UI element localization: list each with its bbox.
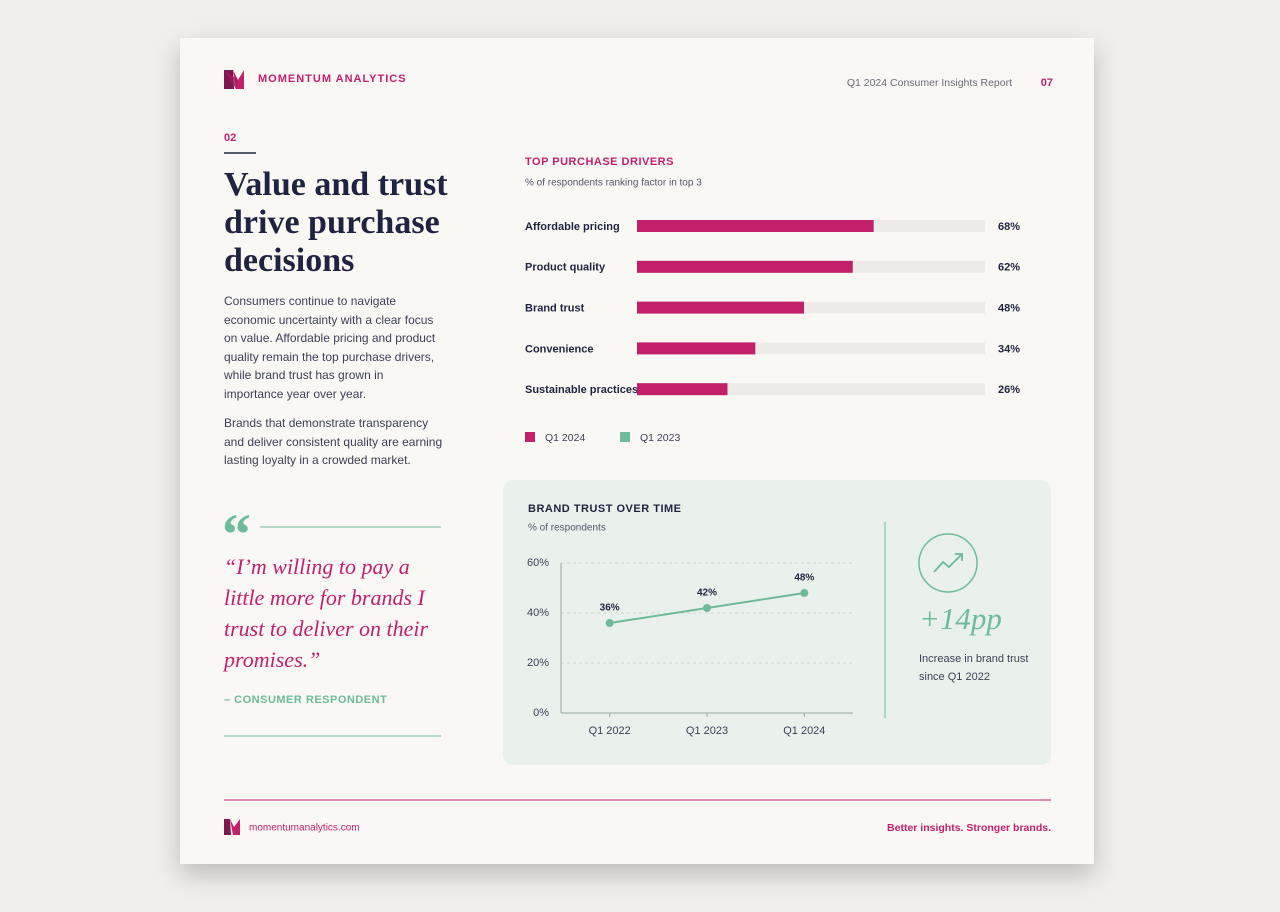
value-label: 26% — [998, 384, 1020, 396]
bar — [637, 301, 805, 314]
point — [703, 604, 711, 612]
paragraph: Brands that demonstrate transparency and… — [224, 416, 443, 467]
value-label: 36% — [600, 603, 620, 614]
value-label: 62% — [998, 262, 1020, 274]
bar — [637, 342, 756, 355]
quote-mark: “ — [222, 501, 251, 566]
category-label: Product quality — [525, 262, 606, 274]
trend-icon — [918, 533, 978, 593]
report-name: Q1 2024 Consumer Insights Report — [847, 77, 1012, 89]
y-tick-label: 20% — [527, 657, 549, 669]
section-number: 02 — [224, 132, 236, 144]
y-tick-label: 60% — [527, 557, 549, 569]
value-label: 68% — [998, 221, 1020, 233]
chart-panel — [503, 480, 1051, 765]
value-label: 34% — [998, 343, 1020, 355]
category-label: Brand trust — [525, 303, 585, 315]
attribution: – CONSUMER RESPONDENT — [224, 694, 388, 706]
value-label: 48% — [998, 303, 1020, 315]
callout-text: Increase in brand trust since Q1 2022 — [919, 653, 1029, 683]
value-label: 42% — [697, 588, 717, 599]
chart-title: BRAND TRUST OVER TIME — [528, 503, 682, 515]
brand: MOMENTUM ANALYTICS — [258, 73, 407, 85]
y-tick-label: 0% — [533, 707, 549, 719]
category-label: Sustainable practices — [525, 384, 638, 396]
paragraph: Consumers continue to navigate economic … — [224, 294, 436, 401]
callout-value: +14pp — [919, 601, 1002, 636]
point — [800, 589, 809, 597]
y-tick-label: 40% — [527, 607, 549, 619]
value-label: 48% — [794, 573, 814, 584]
page-number: 07 — [1041, 77, 1053, 89]
category-label: Convenience — [525, 343, 593, 355]
footer-url: momentumanalytics.com — [249, 823, 360, 834]
chart-subtitle: % of respondents ranking factor in top 3 — [525, 178, 702, 189]
quote: “I’m willing to pay a little more for br… — [224, 554, 429, 672]
x-tick-label: Q1 2023 — [686, 725, 728, 737]
logo — [224, 819, 240, 835]
tagline: Better insights. Stronger brands. — [887, 822, 1051, 834]
bar — [637, 220, 874, 232]
section-title: Value and trust drive purchase decisions — [224, 166, 448, 279]
logo — [224, 70, 244, 89]
bar — [637, 383, 728, 396]
legend-swatch — [525, 432, 535, 442]
x-tick-label: Q1 2022 — [589, 725, 631, 737]
legend-swatch — [620, 432, 630, 442]
category-label: Affordable pricing — [525, 221, 620, 233]
legend-label: Q1 2024 — [545, 432, 585, 444]
chart-title: TOP PURCHASE DRIVERS — [525, 156, 674, 168]
x-tick-label: Q1 2024 — [783, 725, 825, 737]
bar — [637, 260, 853, 273]
point — [605, 619, 614, 627]
legend-label: Q1 2023 — [640, 432, 680, 444]
chart-subtitle: % of respondents — [528, 523, 606, 534]
